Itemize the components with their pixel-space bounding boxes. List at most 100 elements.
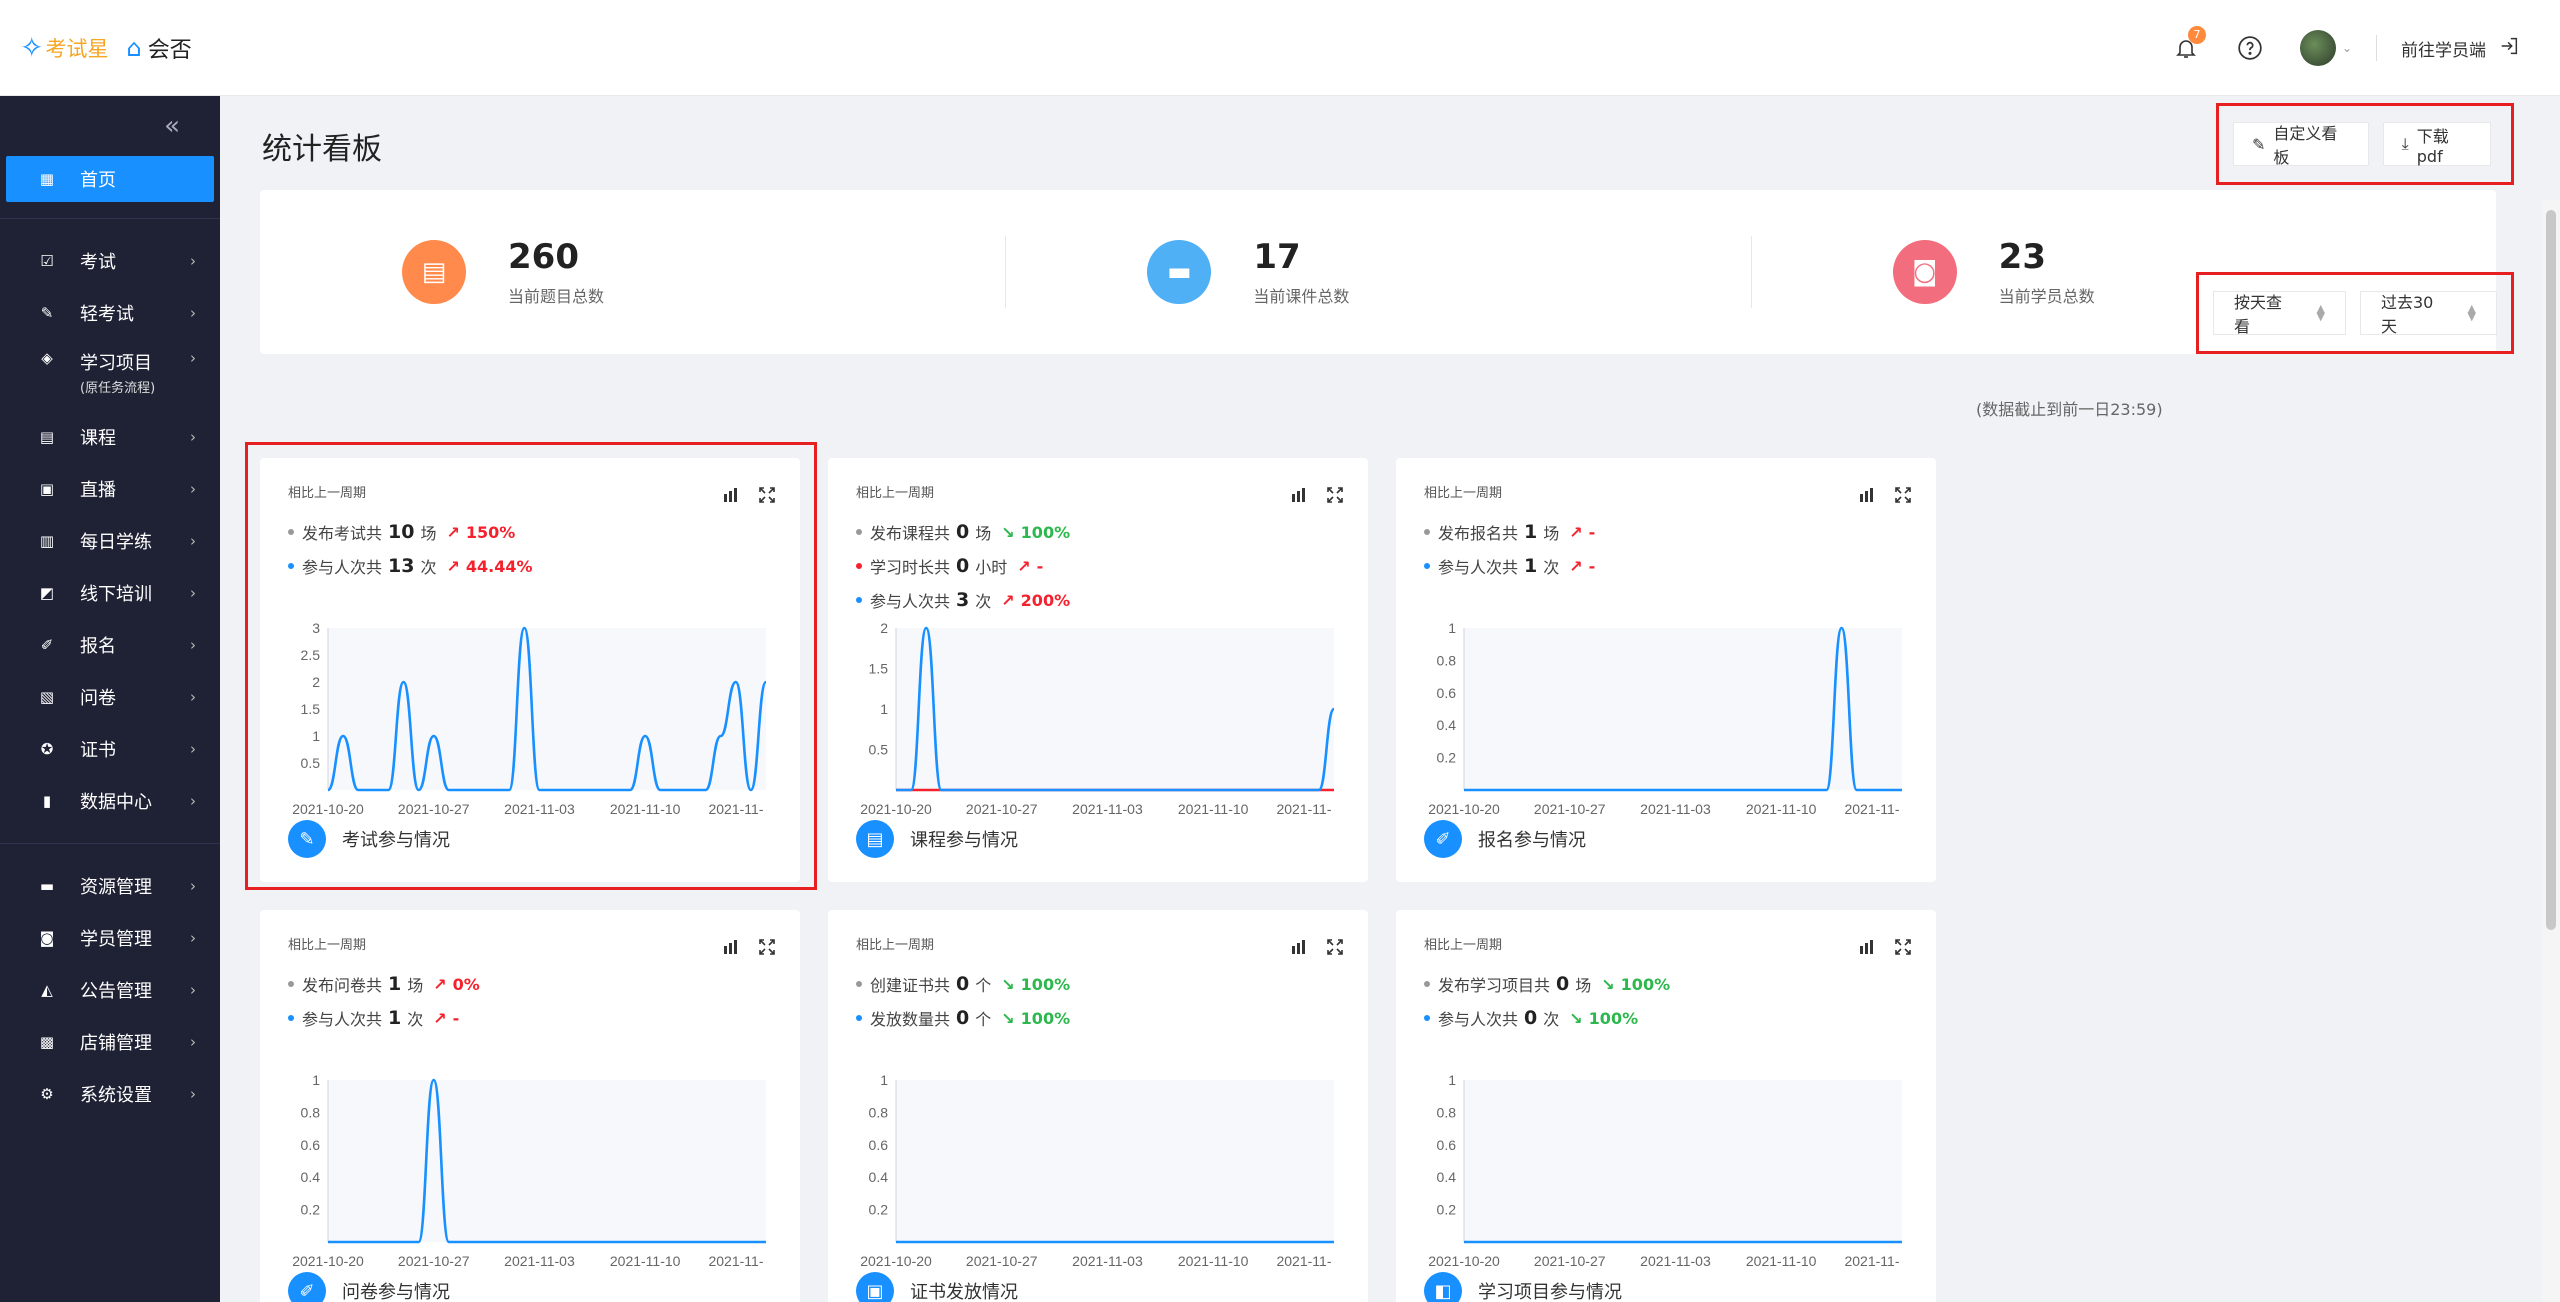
card-footer[interactable]: ✐ 问卷参与情况 [288, 1272, 450, 1302]
sidebar-item-4[interactable]: ▤ 课程 › [0, 411, 220, 463]
goto-student-link[interactable]: 前往学员端 [2401, 40, 2486, 61]
help-icon[interactable] [2230, 28, 2270, 68]
scrollbar[interactable] [2542, 200, 2560, 1302]
card-footer[interactable]: ▣ 证书发放情况 [856, 1272, 1018, 1302]
expand-icon[interactable] [1894, 938, 1912, 960]
metric-label: 参与人次共 [1438, 1010, 1519, 1029]
trend-up-icon: ↗ [1569, 556, 1583, 576]
exit-icon[interactable] [2498, 35, 2520, 62]
x-tick-label: 2021-10-20 [860, 1253, 932, 1269]
trend-down-icon: ↘ [1001, 522, 1015, 542]
line-chart: 0.2 0.4 0.6 0.8 1 2021-10-20 2021-10-27 2021-11… [1428, 620, 1902, 817]
sidebar-item-7[interactable]: ◩ 线下培训 › [0, 567, 220, 619]
metric-trend: 0% [452, 974, 480, 994]
y-tick-label: 0.8 [1437, 1104, 1457, 1120]
star-icon: ✧ [20, 31, 44, 64]
expand-icon[interactable] [1326, 486, 1344, 508]
bar-chart-icon[interactable] [722, 486, 740, 508]
sidebar-item-3[interactable]: ◈ 学习项目 (原任务流程) › [0, 339, 220, 411]
sidebar-item-label: 学员管理 [80, 929, 152, 950]
legend-dot [1424, 529, 1430, 535]
sidebar-item-16[interactable]: ⚙ 系统设置 › [0, 1068, 220, 1120]
sidebar-item-9[interactable]: ▧ 问卷 › [0, 671, 220, 723]
sidebar-item-1[interactable]: ☑ 考试 › [0, 235, 220, 287]
scrollbar-thumb[interactable] [2546, 210, 2556, 930]
y-tick-label: 0.4 [301, 1169, 321, 1185]
metric-value: 10 [388, 521, 415, 543]
range-select[interactable]: 过去30天 ▲ ▼ [2359, 291, 2497, 336]
metric-label: 发布报名共 [1438, 524, 1519, 543]
expand-icon[interactable] [1894, 486, 1912, 508]
logo-secondary-text: 会否 [147, 37, 192, 63]
stat-label: 当前学员总数 [1998, 287, 2095, 306]
x-tick-label: 2021-10-20 [1428, 1253, 1500, 1269]
expand-icon[interactable] [1326, 938, 1344, 960]
sidebar-item-2[interactable]: ✎ 轻考试 › [0, 287, 220, 339]
metric-value: 13 [388, 555, 415, 577]
metric-label: 参与人次共 [870, 592, 951, 611]
card-title: 课程参与情况 [910, 830, 1018, 851]
chevron-right-icon: › [190, 981, 196, 999]
sidebar-item-8[interactable]: ✐ 报名 › [0, 619, 220, 671]
series-line [328, 1078, 766, 1244]
sidebar-item-11[interactable]: ▮ 数据中心 › [0, 775, 220, 827]
comparison-label: 相比上一周期 [1424, 486, 1503, 501]
card-footer[interactable]: ✐ 报名参与情况 [1424, 820, 1586, 858]
customize-dashboard-button[interactable]: ✎ 自定义看板 [2233, 122, 2369, 167]
chevron-right-icon: › [190, 428, 196, 446]
chevron-right-icon: › [190, 792, 196, 810]
bar-chart-icon[interactable] [1290, 486, 1308, 508]
logo[interactable]: ✧ 考试星 ⌂ 会否 [20, 31, 192, 64]
x-tick-label: 2021-10-27 [398, 1253, 470, 1269]
sidebar-item-12[interactable]: ▬ 资源管理 › [0, 860, 220, 912]
bar-chart-icon[interactable] [1858, 486, 1876, 508]
sidebar-item-label: 报名 [80, 636, 116, 657]
stat-card-5: 相比上一周期 发布学习项目共 0 场 ↘ 100% 参与人次共 0 次 ↘ 10… [1396, 910, 1936, 1302]
shop-icon: ▩ [39, 1033, 55, 1051]
x-tick-label: 2021-10-20 [1428, 801, 1500, 817]
y-tick-label: 3 [312, 620, 320, 636]
comparison-label: 相比上一周期 [1424, 938, 1503, 953]
card-footer[interactable]: ◧ 学习项目参与情况 [1424, 1272, 1622, 1302]
sidebar-item-15[interactable]: ▩ 店铺管理 › [0, 1016, 220, 1068]
folder-icon: ▬ [39, 877, 55, 895]
card-footer[interactable]: ▤ 课程参与情况 [856, 820, 1018, 858]
expand-icon[interactable] [758, 486, 776, 508]
trend-down-icon: ↘ [1001, 974, 1015, 994]
metric-trend: 100% [1588, 1008, 1639, 1028]
sidebar-item-5[interactable]: ▣ 直播 › [0, 463, 220, 515]
y-tick-label: 0.4 [869, 1169, 889, 1185]
avatar[interactable] [2299, 30, 2336, 66]
bar-chart-icon[interactable] [1858, 938, 1876, 960]
sidebar-item-label: 轻考试 [80, 304, 134, 325]
x-tick-label: 2021-11- [1844, 1253, 1899, 1269]
bar-chart-icon[interactable] [1290, 938, 1308, 960]
metric-value: 1 [388, 1007, 402, 1029]
metric-trend: - [1588, 556, 1596, 576]
sidebar: « ▦ 首页 ☑ 考试 › ✎ 轻考试 › ◈ 学习项目 (原任务流程) › ▤ 课程 › ▣ 直播 › ▥ 每日学练… [0, 96, 220, 1302]
bell-icon[interactable]: 7 [2166, 26, 2206, 68]
download-label: 下载pdf [2416, 126, 2449, 166]
chevron-down-icon[interactable]: ⌄ [2341, 41, 2352, 55]
sidebar-item-0[interactable]: ▦ 首页 [6, 156, 214, 202]
view-by-select[interactable]: 按天查看 ▲ ▼ [2213, 291, 2346, 336]
card-tools [1290, 486, 1344, 508]
card-footer[interactable]: ✎ 考试参与情况 [288, 820, 450, 858]
sidebar-item-14[interactable]: ◭ 公告管理 › [0, 964, 220, 1016]
sidebar-item-13[interactable]: ◙ 学员管理 › [0, 912, 220, 964]
expand-icon[interactable] [758, 938, 776, 960]
y-tick-label: 0.2 [869, 1202, 889, 1218]
y-tick-label: 1.5 [869, 661, 889, 677]
filters: 按天查看 ▲ ▼ 过去30天 ▲ ▼ [2196, 272, 2514, 354]
chevron-right-icon: › [190, 480, 196, 498]
legend-dot [1424, 563, 1430, 569]
download-pdf-button[interactable]: ⤓ 下载pdf [2382, 122, 2491, 166]
metric-label: 参与人次共 [302, 558, 383, 577]
project-icon: ◈ [41, 349, 53, 367]
x-tick-label: 2021-11-03 [1072, 1253, 1143, 1269]
bar-chart-icon[interactable] [722, 938, 740, 960]
collapse-sidebar-icon[interactable]: « [164, 111, 180, 141]
grid-icon: ▦ [39, 170, 55, 188]
sidebar-item-10[interactable]: ✪ 证书 › [0, 723, 220, 775]
sidebar-item-6[interactable]: ▥ 每日学练 › [0, 515, 220, 567]
